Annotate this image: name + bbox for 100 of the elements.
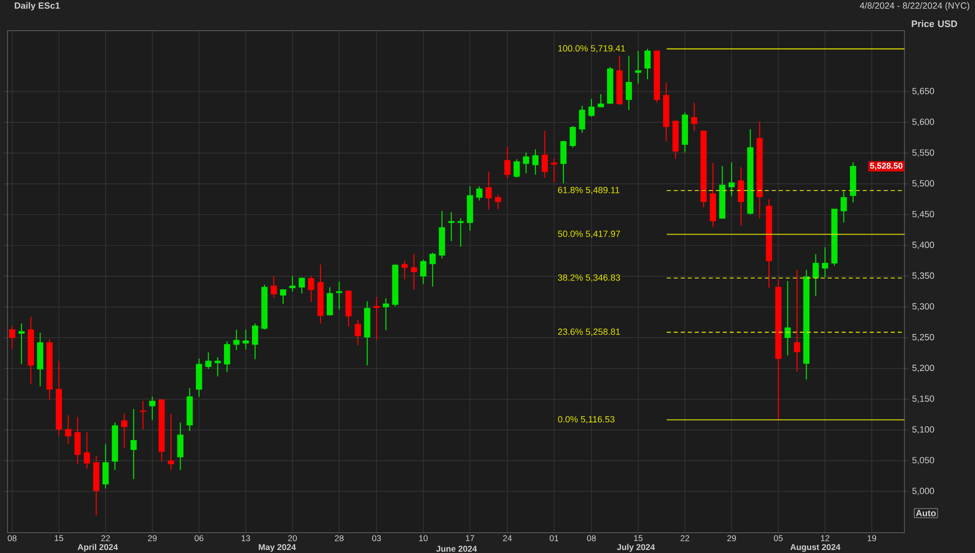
- candlestick: [336, 281, 342, 310]
- candlestick: [280, 288, 286, 304]
- x-tick-label: 29: [148, 535, 157, 542]
- y-tick-label: 5,200: [912, 364, 934, 372]
- x-tick-label: 08: [587, 535, 596, 542]
- candlestick: [598, 94, 604, 108]
- y-tick-label: 5,400: [912, 242, 934, 250]
- candlestick: [140, 400, 146, 430]
- candlestick: [494, 194, 502, 210]
- candlestick: [448, 212, 454, 242]
- candlestick: [233, 329, 240, 350]
- candlestick: [579, 105, 586, 134]
- candlestick: [84, 432, 90, 470]
- candlestick: [840, 190, 847, 224]
- candlestick: [102, 444, 109, 489]
- candlestick: [410, 253, 418, 290]
- y-tick-label: 5,350: [912, 272, 934, 280]
- candlestick: [65, 414, 72, 445]
- candlestick: [822, 246, 828, 278]
- y-tick-label: 5,100: [912, 426, 934, 434]
- y-tick-label: 5,500: [912, 180, 934, 188]
- candlestick: [252, 323, 258, 360]
- candlestick: [532, 148, 539, 176]
- candlestick: [18, 323, 25, 365]
- x-tick-label: 29: [727, 535, 736, 542]
- x-tick-label: 22: [101, 535, 110, 542]
- candlestick: [130, 408, 137, 480]
- candlestick: [626, 55, 632, 111]
- candlestick: [289, 276, 296, 292]
- text: April 2024: [78, 544, 118, 552]
- candlestick: [522, 152, 530, 174]
- candlestick: [514, 158, 520, 178]
- x-tick-label: 06: [194, 535, 204, 542]
- x-tick-label: 19: [868, 535, 876, 542]
- y-tick-label: 5,650: [912, 88, 934, 96]
- candlestick: [784, 280, 791, 356]
- candlestick: [177, 422, 184, 470]
- candlestick: [121, 412, 128, 448]
- ref-line-label: 100.0% 5,719.41: [558, 45, 625, 53]
- candlestick: [691, 102, 698, 132]
- ref-line-label: 38.2% 5,346.83: [558, 274, 620, 282]
- text: Auto: [916, 510, 936, 516]
- candlestick: [270, 276, 277, 298]
- candlestick: [149, 396, 156, 421]
- y-tick-label: 5,000: [912, 488, 934, 496]
- candlestick: [644, 48, 651, 80]
- y-tick-label: 5,300: [912, 303, 934, 311]
- x-tick-label: 05: [774, 535, 783, 542]
- candlestick: [635, 50, 642, 84]
- candlestick: [242, 329, 249, 350]
- x-tick-label: 15: [54, 535, 64, 542]
- x-tick-label: 03: [372, 535, 381, 542]
- text: July 2024: [616, 544, 655, 552]
- text: August 2024: [790, 544, 840, 552]
- candlestick: [298, 276, 305, 294]
- text: June 2024: [436, 546, 477, 552]
- candlestick: [224, 340, 230, 373]
- candlestick: [542, 130, 548, 178]
- y-tick-label: 5,550: [912, 149, 934, 157]
- candlestick: [205, 352, 212, 370]
- candlestick: [812, 253, 819, 296]
- candlestick: [486, 171, 492, 210]
- x-tick-label: 28: [334, 535, 344, 542]
- candlestick: [354, 319, 361, 346]
- y-axis-title: Price USD: [912, 20, 958, 28]
- chart-subtitle: 4/8/2024 - 8/22/2024 (NYC): [860, 2, 970, 11]
- annotation: 5,528.50: [870, 162, 902, 170]
- candlestick: [458, 218, 464, 248]
- x-tick-label: 13: [242, 535, 250, 542]
- candlestick: [588, 98, 595, 118]
- y-tick-label: 5,250: [912, 334, 934, 342]
- candlestick: [794, 269, 800, 372]
- candlestick: [420, 259, 426, 285]
- x-tick-label: 24: [503, 535, 512, 542]
- candlestick: [401, 260, 408, 280]
- x-tick-label: 10: [419, 535, 428, 542]
- text: May 2024: [258, 544, 296, 552]
- candlestick: [326, 286, 333, 316]
- candlestick: [504, 146, 510, 179]
- ref-line-label: 0.0% 5,116.53: [558, 416, 614, 424]
- candlestick: [214, 356, 221, 377]
- candlestick: [373, 296, 380, 341]
- ref-line-label: 23.6% 5,258.81: [558, 328, 620, 336]
- y-tick-label: 5,600: [912, 118, 934, 126]
- x-tick-label: 20: [288, 535, 297, 542]
- candlestick: [308, 276, 314, 302]
- candlestick: [168, 413, 174, 470]
- candlestick: [550, 158, 558, 184]
- ref-line-label: 61.8% 5,489.11: [558, 186, 620, 194]
- x-tick-label: 22: [680, 535, 690, 542]
- candlestick: [570, 126, 576, 148]
- x-tick-label: 15: [634, 535, 643, 542]
- chart-title: Daily ESc1: [14, 2, 60, 11]
- x-tick-label: 08: [8, 535, 16, 542]
- ref-line-label: 50.0% 5,417.97: [558, 230, 620, 238]
- x-tick-label: 17: [466, 535, 474, 542]
- candlestick: [738, 166, 744, 226]
- y-tick-label: 5,050: [912, 456, 934, 464]
- y-tick-label: 5,150: [912, 395, 934, 403]
- candlestick: [74, 416, 81, 465]
